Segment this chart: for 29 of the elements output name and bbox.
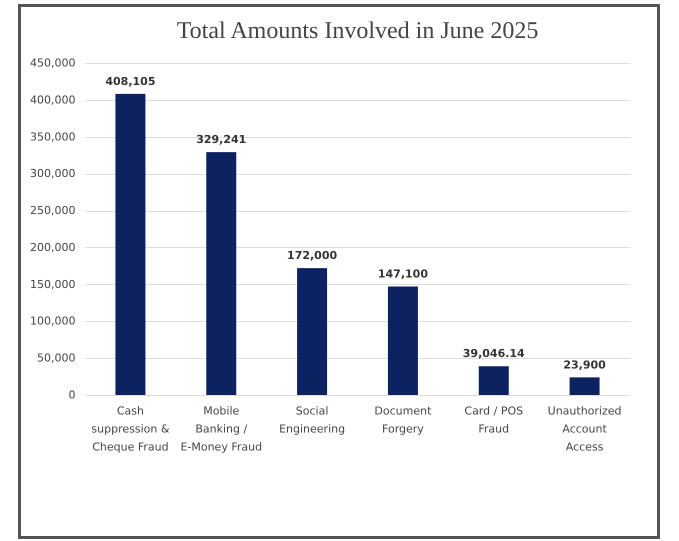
y-tick-label: 0 [68,388,76,402]
data-label: 39,046.14 [462,347,526,360]
y-tick-label: 50,000 [37,352,76,365]
x-tick-label: Card / POS Fraud [464,404,524,436]
bar [115,94,146,395]
data-label: 329,241 [196,133,246,146]
y-tick-label: 400,000 [30,93,76,106]
bar [478,366,509,395]
chart-title: Total Amounts Involved in June 2025 [176,18,538,44]
y-tick-label: 100,000 [30,314,76,328]
y-tick-label: 250,000 [30,204,76,218]
x-tick-label: Cash suppression & Cheque Fraud [91,404,170,454]
bar [388,286,418,395]
y-tick-label: 200,000 [30,240,76,254]
x-tick-label: Unauthorized Account Access [548,404,622,454]
bar [206,152,236,395]
x-tick-label: Social Engineering [279,404,346,436]
bar [297,268,328,395]
data-label: 408,105 [105,74,156,88]
x-tick-label: Document Forgery [374,404,432,436]
y-tick-label: 350,000 [30,130,76,144]
y-tick-label: 150,000 [30,278,76,291]
data-label: 23,900 [563,358,606,372]
y-tick-label: 450,000 [30,56,76,70]
data-label: 172,000 [287,249,338,262]
data-label: 147,100 [378,267,428,280]
y-tick-label: 300,000 [30,167,76,180]
bar [570,377,600,395]
x-tick-label: Mobile Banking / E-Money Fraud [180,404,262,454]
